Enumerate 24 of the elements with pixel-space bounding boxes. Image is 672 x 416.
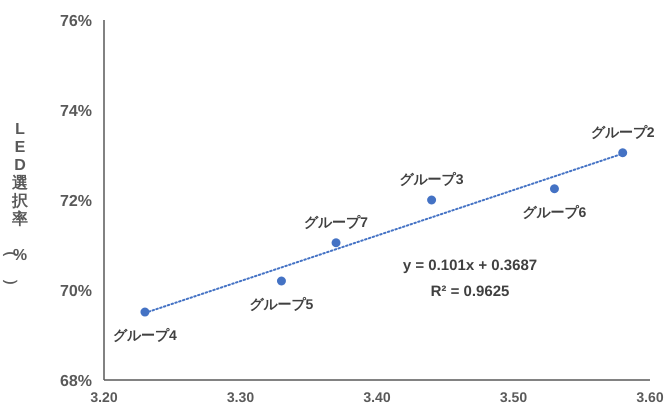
annotation: y = 0.101x + 0.3687 [402,257,538,274]
annotation: グループ6 [522,204,587,220]
x-tick-label: 3.50 [500,389,528,405]
x-tick-label: 3.20 [90,389,118,405]
x-tick-label: 3.60 [636,389,664,405]
point [276,276,286,286]
annotation: グループ5 [250,296,314,312]
point [618,148,628,158]
y-tick-label: 72% [60,193,92,210]
point [332,238,341,248]
annotation: グループ3 [400,171,464,187]
y-tick-label: 74% [60,103,92,120]
annotation: グループ2 [590,124,655,140]
y-tick-label: 70% [60,283,92,300]
annotation: R² = 0.9625 [430,283,510,300]
point [427,196,436,204]
annotation: グループ4 [113,327,178,344]
point [140,308,150,317]
point [550,184,559,194]
y-tick-label: 68% [60,373,92,390]
x-tick-label: 3.30 [226,389,254,405]
x-tick-label: 3.40 [363,389,391,405]
annotation: グループ7 [304,214,368,230]
y-tick-label: 76% [60,13,92,30]
